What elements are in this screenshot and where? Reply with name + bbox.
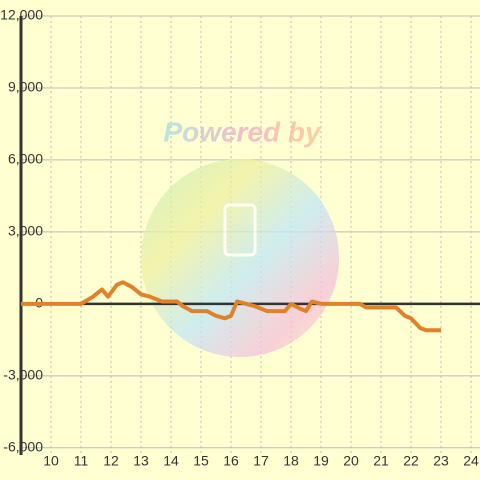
x-tick-label: 19 bbox=[313, 453, 329, 469]
y-tick-label: -6,000 bbox=[3, 439, 43, 455]
watermark-text: Powered by bbox=[163, 116, 322, 147]
x-tick-label: 15 bbox=[193, 453, 209, 469]
watermark-logo bbox=[141, 159, 339, 357]
x-tick-label: 16 bbox=[223, 453, 239, 469]
y-tick-label: 6,000 bbox=[8, 151, 43, 167]
x-tick-label: 12 bbox=[103, 453, 119, 469]
x-tick-label: 24 bbox=[463, 453, 479, 469]
watermark-icon bbox=[223, 203, 257, 257]
y-tick-label: 9,000 bbox=[8, 79, 43, 95]
y-tick-label: 3,000 bbox=[8, 223, 43, 239]
x-tick-label: 10 bbox=[43, 453, 59, 469]
x-tick-label: 18 bbox=[283, 453, 299, 469]
x-tick-label: 20 bbox=[343, 453, 359, 469]
x-tick-label: 13 bbox=[133, 453, 149, 469]
x-tick-label: 23 bbox=[433, 453, 449, 469]
y-tick-label: -3,000 bbox=[3, 367, 43, 383]
x-tick-label: 22 bbox=[403, 453, 419, 469]
line-series bbox=[21, 280, 441, 333]
x-tick-label: 21 bbox=[373, 453, 389, 469]
y-tick-label: 12,000 bbox=[0, 7, 43, 23]
x-tick-label: 14 bbox=[163, 453, 179, 469]
x-tick-label: 17 bbox=[253, 453, 269, 469]
x-tick-label: 11 bbox=[74, 453, 89, 469]
